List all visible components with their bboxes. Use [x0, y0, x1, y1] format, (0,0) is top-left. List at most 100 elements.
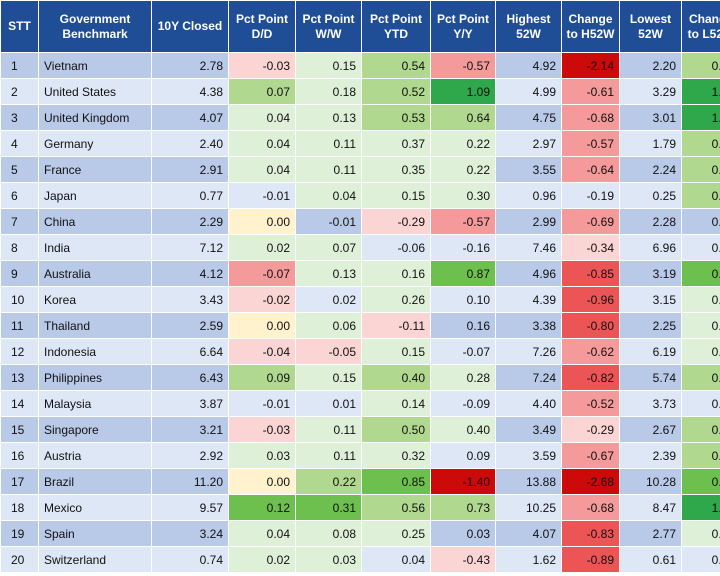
cell-closed: 6.43 [151, 364, 229, 391]
cell-name: Mexico [38, 494, 152, 521]
header-ww: Pct Point W/W [295, 0, 362, 53]
cell-ch-low: 0.54 [681, 416, 720, 443]
table-row: 6 Japan 0.77 -0.01 0.04 0.15 0.30 0.96 -0.19 0.25… [0, 182, 720, 209]
cell-name: Brazil [38, 468, 152, 495]
cell-low: 0.25 [619, 182, 682, 209]
header-benchmark: Government Benchmark [38, 0, 152, 53]
cell-high: 4.99 [495, 78, 562, 105]
table-row: 14 Malaysia 3.87 -0.01 0.01 0.14 -0.09 4.40 -0.5… [0, 390, 720, 417]
cell-closed: 7.12 [151, 234, 229, 261]
cell-dd: -0.04 [228, 338, 296, 365]
cell-dd: 0.07 [228, 78, 296, 105]
cell-stt: 13 [0, 364, 39, 391]
cell-closed: 4.38 [151, 78, 229, 105]
header-high: Highest 52W [495, 0, 562, 53]
cell-name: France [38, 156, 152, 183]
cell-name: Malaysia [38, 390, 152, 417]
cell-ytd: 0.04 [361, 546, 431, 573]
cell-low: 1.79 [619, 130, 682, 157]
cell-stt: 15 [0, 416, 39, 443]
cell-stt: 2 [0, 78, 39, 105]
cell-closed: 2.29 [151, 208, 229, 235]
cell-yy: 0.87 [430, 260, 496, 287]
cell-ww: 0.07 [295, 234, 362, 261]
cell-ytd: -0.06 [361, 234, 431, 261]
cell-name: United Kingdom [38, 104, 152, 131]
cell-ww: 0.11 [295, 416, 362, 443]
cell-low: 6.96 [619, 234, 682, 261]
cell-ytd: 0.53 [361, 104, 431, 131]
cell-high: 0.96 [495, 182, 562, 209]
table-row: 16 Austria 2.92 0.03 0.11 0.32 0.09 3.59 -0.67 2.… [0, 442, 720, 469]
cell-stt: 7 [0, 208, 39, 235]
cell-dd: -0.01 [228, 182, 296, 209]
cell-name: India [38, 234, 152, 261]
header-ch-low: Change to L52W [681, 0, 720, 53]
cell-yy: 1.09 [430, 78, 496, 105]
cell-ch-high: -2.14 [561, 52, 620, 79]
cell-yy: -0.07 [430, 338, 496, 365]
cell-ytd: 0.16 [361, 260, 431, 287]
cell-closed: 9.57 [151, 494, 229, 521]
cell-ch-low: 0.15 [681, 234, 720, 261]
cell-low: 2.24 [619, 156, 682, 183]
cell-low: 2.25 [619, 312, 682, 339]
cell-ch-low: 0.47 [681, 520, 720, 547]
cell-dd: 0.00 [228, 208, 296, 235]
cell-ch-high: -0.29 [561, 416, 620, 443]
cell-ytd: 0.26 [361, 286, 431, 313]
cell-ww: 0.04 [295, 182, 362, 209]
cell-ch-low: 0.67 [681, 156, 720, 183]
cell-low: 3.15 [619, 286, 682, 313]
cell-yy: 0.22 [430, 130, 496, 157]
cell-closed: 2.92 [151, 442, 229, 469]
table-row: 18 Mexico 9.57 0.12 0.31 0.56 0.73 10.25 -0.68 8.… [0, 494, 720, 521]
cell-ww: 0.13 [295, 104, 362, 131]
cell-closed: 4.07 [151, 104, 229, 131]
cell-dd: 0.04 [228, 130, 296, 157]
cell-ch-high: -0.34 [561, 234, 620, 261]
table-row: 8 India 7.12 0.02 0.07 -0.06 -0.16 7.46 -0.34 6.9… [0, 234, 720, 261]
cell-yy: -0.57 [430, 52, 496, 79]
cell-yy: -0.43 [430, 546, 496, 573]
cell-yy: -1.40 [430, 468, 496, 495]
cell-closed: 11.20 [151, 468, 229, 495]
header-closed: 10Y Closed [151, 0, 229, 53]
cell-yy: -0.57 [430, 208, 496, 235]
table-header-row: STT Government Benchmark 10Y Closed Pct … [0, 0, 720, 53]
cell-ch-high: -0.85 [561, 260, 620, 287]
cell-low: 6.19 [619, 338, 682, 365]
cell-low: 5.74 [619, 364, 682, 391]
cell-dd: 0.02 [228, 546, 296, 573]
cell-high: 3.59 [495, 442, 562, 469]
cell-name: Austria [38, 442, 152, 469]
cell-dd: 0.04 [228, 520, 296, 547]
cell-stt: 17 [0, 468, 39, 495]
cell-closed: 3.87 [151, 390, 229, 417]
table-row: 20 Switzerland 0.74 0.02 0.03 0.04 -0.43 1.62 -0… [0, 546, 720, 573]
cell-ch-low: 0.12 [681, 546, 720, 573]
cell-high: 4.40 [495, 390, 562, 417]
cell-stt: 18 [0, 494, 39, 521]
table-row: 17 Brazil 11.20 0.00 0.22 0.85 -1.40 13.88 -2.68… [0, 468, 720, 495]
cell-name: Philippines [38, 364, 152, 391]
cell-low: 10.28 [619, 468, 682, 495]
cell-ch-low: 0.46 [681, 338, 720, 365]
cell-closed: 3.43 [151, 286, 229, 313]
table-row: 10 Korea 3.43 -0.02 0.02 0.26 0.10 4.39 -0.96 3.1… [0, 286, 720, 313]
cell-high: 2.99 [495, 208, 562, 235]
cell-dd: 0.04 [228, 156, 296, 183]
table-row: 11 Thailand 2.59 0.00 0.06 -0.11 0.16 3.38 -0.80… [0, 312, 720, 339]
table-row: 5 France 2.91 0.04 0.11 0.35 0.22 3.55 -0.64 2.24… [0, 156, 720, 183]
cell-stt: 19 [0, 520, 39, 547]
cell-ww: 0.11 [295, 442, 362, 469]
cell-ch-low: 0.68 [681, 364, 720, 391]
cell-ytd: 0.15 [361, 182, 431, 209]
cell-closed: 2.91 [151, 156, 229, 183]
cell-yy: 0.30 [430, 182, 496, 209]
cell-ch-low: 1.10 [681, 494, 720, 521]
cell-high: 4.39 [495, 286, 562, 313]
cell-ch-low: 0.92 [681, 260, 720, 287]
cell-high: 3.55 [495, 156, 562, 183]
cell-ch-low: 0.53 [681, 442, 720, 469]
